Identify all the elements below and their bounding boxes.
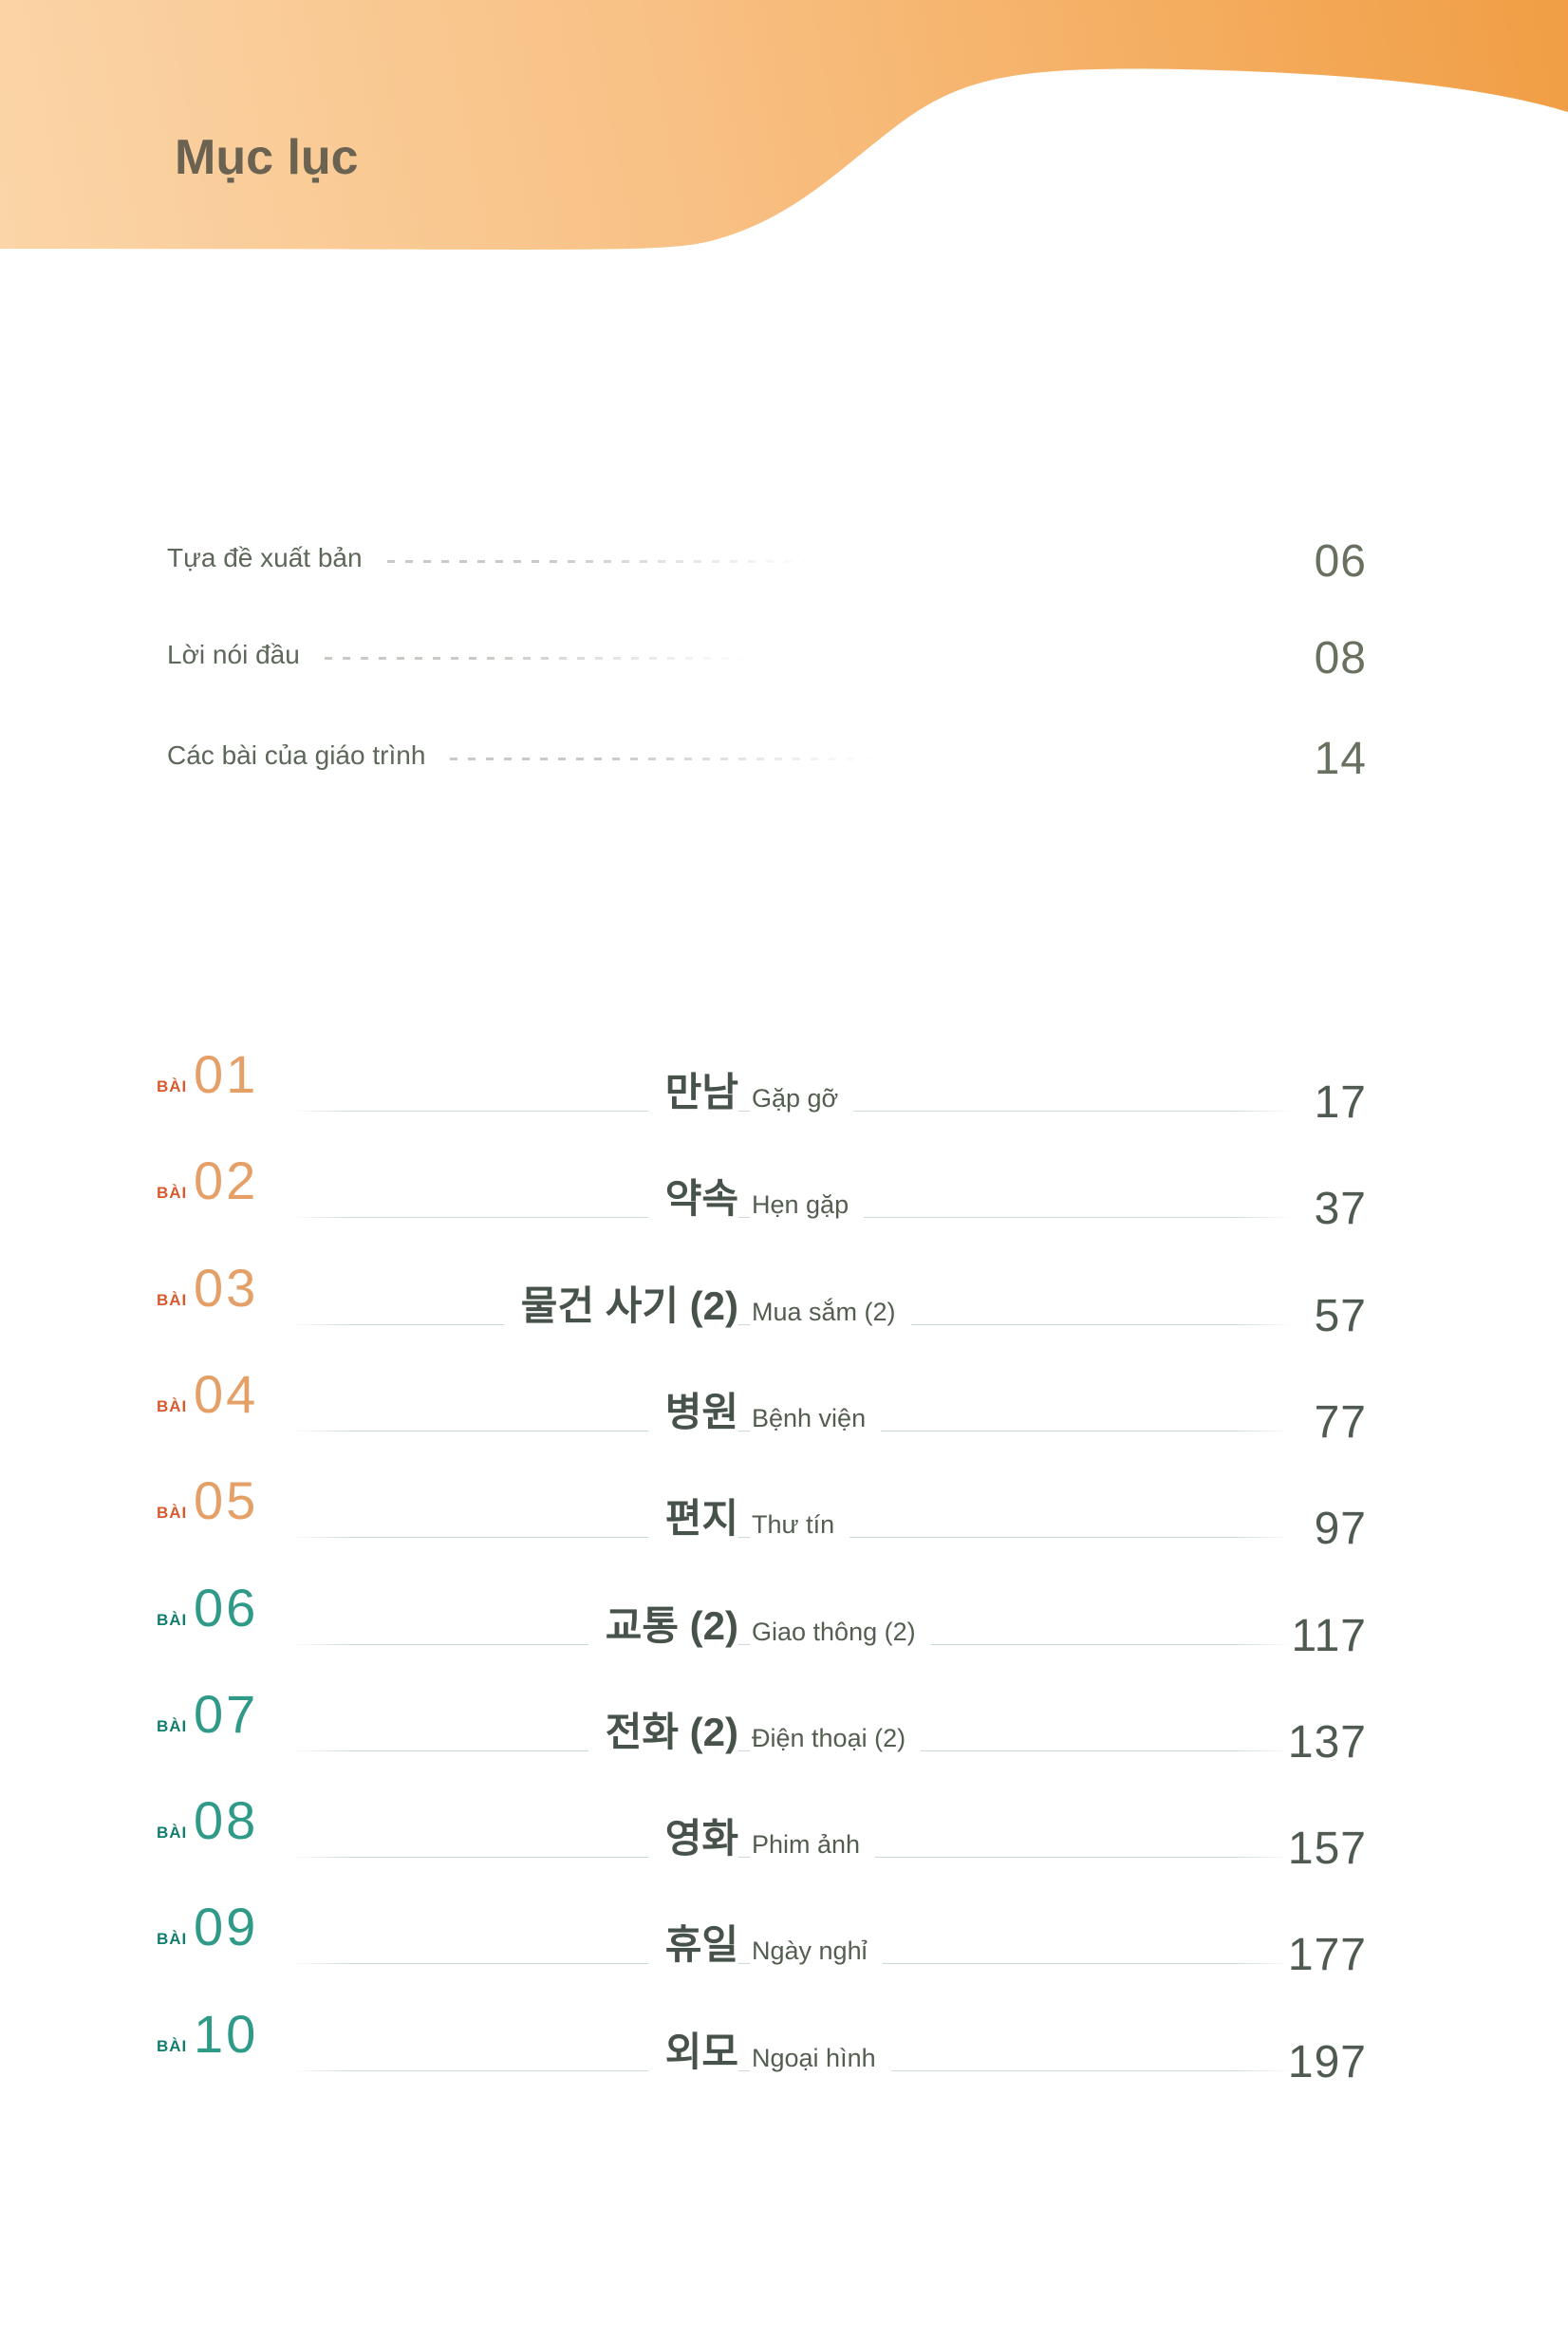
lesson-page-number: 177 <box>1287 1930 1367 1980</box>
lesson-number: 10 <box>194 2004 259 2064</box>
lesson-page-number: 17 <box>1314 1077 1367 1128</box>
lesson-title-korean: 편지 <box>647 1499 738 1539</box>
lesson-row: BÀI 09 휴일 Ngày nghỉ 177 <box>0 1893 1568 1999</box>
lesson-number: 02 <box>194 1151 259 1210</box>
lesson-page-number: 137 <box>1287 1717 1367 1768</box>
leader-dots <box>324 657 771 660</box>
lesson-title-vietnamese: Hẹn gặp <box>750 1192 865 1222</box>
front-matter-label: Lời nói đầu <box>167 640 300 669</box>
lesson-title-vietnamese: Phim ảnh <box>750 1832 876 1862</box>
lesson-title-vietnamese: Thư tín <box>750 1512 850 1542</box>
lesson-unit-label: BÀI <box>157 1184 188 1202</box>
lesson-title-korean: 약속 <box>647 1179 738 1219</box>
lesson-title-korean: 물건 사기 (2) <box>503 1286 738 1326</box>
lesson-unit-label: BÀI <box>157 1824 188 1842</box>
lesson-unit-label: BÀI <box>157 1717 188 1735</box>
lesson-number: 03 <box>194 1258 259 1318</box>
lesson-row: BÀI 06 교통 (2) Giao thông (2) 117 <box>0 1574 1568 1680</box>
lesson-unit-label: BÀI <box>157 1077 188 1095</box>
lesson-page-number: 97 <box>1314 1504 1367 1554</box>
lesson-row: BÀI 08 영화 Phim ảnh 157 <box>0 1787 1568 1893</box>
lesson-title-vietnamese: Mua sắm (2) <box>750 1300 911 1329</box>
lesson-unit-label: BÀI <box>157 1611 188 1629</box>
lesson-title-korean: 병원 <box>647 1393 738 1432</box>
lesson-title-korean: 영화 <box>647 1819 738 1859</box>
lesson-title-korean: 외모 <box>647 2032 738 2072</box>
lesson-row: BÀI 04 병원 Bệnh viện 77 <box>0 1360 1568 1467</box>
leader-dots <box>450 758 897 760</box>
front-matter-row: Tựa đề xuất bản 06 <box>0 532 1568 592</box>
lesson-page-number: 77 <box>1314 1397 1367 1448</box>
front-matter-row: Các bài của giáo trình 14 <box>0 729 1568 790</box>
lesson-unit-label: BÀI <box>157 1930 188 1948</box>
lesson-page-number: 197 <box>1287 2037 1367 2087</box>
lesson-title-korean: 전화 (2) <box>588 1712 738 1752</box>
front-matter-page-number: 08 <box>1314 633 1367 683</box>
front-matter-row: Lời nói đầu 08 <box>0 628 1568 689</box>
lesson-number: 06 <box>194 1578 259 1637</box>
lesson-title-vietnamese: Ngày nghỉ <box>750 1938 883 1968</box>
lesson-number: 01 <box>194 1044 259 1104</box>
lesson-page-number: 37 <box>1314 1184 1367 1234</box>
lesson-title-korean: 교통 (2) <box>588 1606 738 1646</box>
front-matter-page-number: 14 <box>1314 734 1367 784</box>
lesson-unit-label: BÀI <box>157 1397 188 1415</box>
lesson-title-vietnamese: Bệnh viện <box>750 1406 882 1435</box>
lesson-number: 08 <box>194 1790 259 1850</box>
lesson-title-vietnamese: Giao thông (2) <box>750 1619 931 1649</box>
lesson-row: BÀI 02 약속 Hẹn gặp 37 <box>0 1147 1568 1253</box>
header-swoosh-shape <box>0 0 1568 250</box>
lesson-row: BÀI 05 편지 Thư tín 97 <box>0 1467 1568 1573</box>
lesson-page-number: 157 <box>1287 1824 1367 1874</box>
lesson-row: BÀI 07 전화 (2) Điện thoại (2) 137 <box>0 1680 1568 1787</box>
lesson-number: 05 <box>194 1470 259 1530</box>
lesson-title-korean: 휴일 <box>647 1925 738 1965</box>
lesson-unit-label: BÀI <box>157 1504 188 1522</box>
lesson-title-vietnamese: Ngoại hình <box>750 2046 891 2075</box>
front-matter-label: Tựa đề xuất bản <box>167 543 363 572</box>
lesson-number: 04 <box>194 1364 259 1424</box>
lesson-unit-label: BÀI <box>157 2037 188 2055</box>
lesson-number: 07 <box>194 1684 259 1744</box>
front-matter-page-number: 06 <box>1314 536 1367 587</box>
lesson-page-number: 117 <box>1291 1611 1367 1661</box>
lesson-row: BÀI 03 물건 사기 (2) Mua sắm (2) 57 <box>0 1254 1568 1360</box>
lesson-row: BÀI 10 외모 Ngoại hình 197 <box>0 2000 1568 2106</box>
lesson-page-number: 57 <box>1314 1291 1367 1341</box>
lesson-number: 09 <box>194 1897 259 1956</box>
lesson-title-vietnamese: Gặp gỡ <box>750 1086 854 1115</box>
lesson-unit-label: BÀI <box>157 1291 188 1309</box>
lesson-title-vietnamese: Điện thoại (2) <box>750 1726 922 1755</box>
leader-dots <box>386 560 833 563</box>
lesson-row: BÀI 01 만남 Gặp gỡ 17 <box>0 1040 1568 1147</box>
lesson-title-korean: 만남 <box>647 1073 738 1113</box>
front-matter-label: Các bài của giáo trình <box>167 740 426 770</box>
page-title: Mục lục <box>175 130 359 185</box>
